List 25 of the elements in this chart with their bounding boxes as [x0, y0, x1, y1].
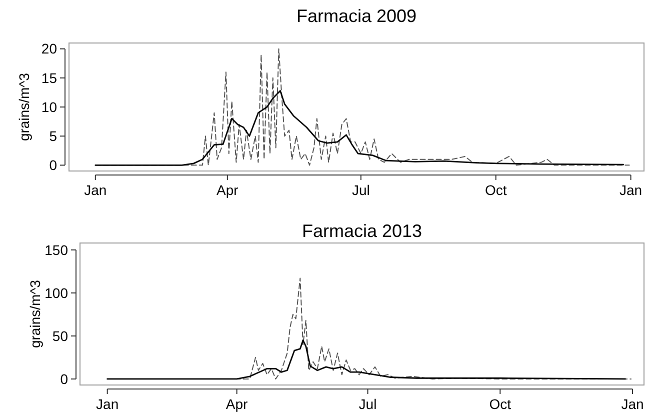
- y-tick-label: 10: [41, 98, 58, 115]
- x-tick-label: Apr: [216, 182, 239, 198]
- line-series: [106, 340, 626, 380]
- y-tick-label: 5: [49, 128, 58, 144]
- y-tick-label: 0: [60, 370, 68, 387]
- chart-title: Farmacia 2013: [302, 221, 422, 241]
- line-series: [94, 90, 624, 166]
- y-tick-label: 150: [44, 242, 68, 258]
- x-tick-label: Jul: [358, 396, 377, 412]
- y-axis-title: grains/m^3: [16, 72, 32, 142]
- x-tick-label: Oct: [489, 396, 512, 412]
- y-tick-label: 100: [44, 284, 68, 301]
- y-tick-label: 15: [41, 70, 58, 86]
- y-tick-label: 0: [49, 157, 58, 174]
- x-tick-label: Apr: [226, 396, 248, 412]
- x-tick-label: Oct: [484, 182, 507, 198]
- x-tick-label: Jan: [96, 396, 119, 412]
- x-tick-label: Jul: [352, 182, 370, 198]
- x-tick-label: Jan: [620, 182, 642, 198]
- y-axis-title: grains/m^3: [27, 280, 43, 348]
- y-tick-label: 50: [52, 328, 68, 344]
- x-tick-label: Jan: [621, 396, 644, 412]
- chart-title: Farmacia 2009: [296, 6, 417, 26]
- y-tick-label: 20: [41, 40, 58, 57]
- x-tick-label: Jan: [84, 182, 107, 198]
